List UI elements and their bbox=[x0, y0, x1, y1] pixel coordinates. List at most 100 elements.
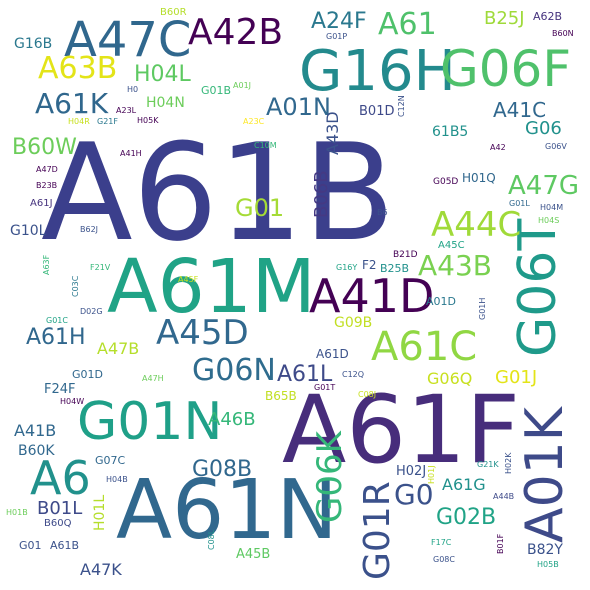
word-g06n: G06N bbox=[192, 353, 276, 388]
word-h04r: H04R bbox=[68, 117, 90, 126]
word-g06f: G06F bbox=[440, 40, 572, 98]
word-a47g: A47G bbox=[508, 171, 580, 201]
word-a41d: A41D bbox=[309, 269, 435, 323]
word-g16b: G16B bbox=[14, 36, 53, 52]
word-a01k: A01K bbox=[515, 407, 575, 543]
word-b62j: B62J bbox=[80, 225, 99, 234]
word-h05b: H05B bbox=[537, 560, 559, 569]
word-a42b: A42B bbox=[188, 12, 284, 53]
word-g09b: G09B bbox=[334, 315, 373, 331]
word-h02j: H02J bbox=[396, 464, 427, 479]
word-g01-small: G01 bbox=[19, 539, 42, 552]
word-b6: B6 bbox=[377, 208, 388, 217]
word-a61m: A61M bbox=[107, 244, 316, 330]
word-a44b: A44B bbox=[493, 492, 515, 501]
word-a61f: A61F bbox=[282, 376, 520, 485]
word-a41h: A41H bbox=[120, 149, 142, 158]
word-a61d: A61D bbox=[316, 347, 349, 361]
word-a47c: A47C bbox=[64, 12, 192, 68]
word-g16y: G16Y bbox=[336, 263, 358, 272]
word-a61g: A61G bbox=[442, 475, 486, 494]
word-g0: G0 bbox=[394, 478, 434, 511]
word-a46b: A46B bbox=[208, 409, 256, 430]
word-a61h: A61H bbox=[26, 325, 86, 350]
word-a24f: A24F bbox=[311, 9, 367, 34]
word-g01j: G01J bbox=[495, 367, 538, 388]
word-a61c: A61C bbox=[371, 324, 478, 370]
word-b23b: B23B bbox=[36, 181, 58, 190]
word-b21d: B21D bbox=[393, 250, 418, 260]
word-h04b: H04B bbox=[106, 475, 128, 484]
word-h0: H0 bbox=[127, 85, 139, 94]
word-a61k: A61K bbox=[35, 87, 109, 120]
word-a61b-small: A61B bbox=[50, 539, 80, 552]
word-f17c: F17C bbox=[431, 538, 452, 547]
word-c12q: C12Q bbox=[342, 370, 365, 379]
word-b25b: B25B bbox=[380, 262, 410, 275]
word-a61j: A61J bbox=[30, 198, 53, 209]
word-b01l: B01L bbox=[37, 498, 83, 519]
word-f24f: F24F bbox=[44, 382, 76, 397]
word-a47d: A47D bbox=[36, 165, 58, 174]
word-g06: G06 bbox=[525, 118, 562, 139]
word-g21k: G21K bbox=[477, 460, 499, 469]
word-h04m: H04M bbox=[540, 203, 564, 212]
word-a01d: A01D bbox=[426, 295, 456, 308]
word-g01b: G01B bbox=[201, 84, 232, 97]
word-h04w: H04W bbox=[60, 397, 85, 406]
word-g01t: G01T bbox=[314, 383, 336, 392]
word-a45f: A45F bbox=[178, 275, 199, 284]
word-a47k: A47K bbox=[80, 560, 122, 579]
word-h02k: H02K bbox=[504, 452, 513, 474]
word-a6: A6 bbox=[30, 451, 91, 505]
word-c08l: C08L bbox=[207, 529, 216, 550]
word-c03c: C03C bbox=[71, 275, 80, 297]
word-c12n: C12N bbox=[397, 95, 406, 117]
word-h01q: H01Q bbox=[462, 171, 496, 185]
word-a41c: A41C bbox=[493, 98, 547, 122]
word-h01j: H01J bbox=[427, 465, 436, 484]
word-g08b: G08B bbox=[192, 457, 253, 482]
word-b06b: B06B bbox=[311, 170, 332, 218]
word-b25j: B25J bbox=[484, 8, 525, 29]
word-g01n: G01N bbox=[77, 392, 223, 452]
word-g21f: G21F bbox=[97, 117, 118, 126]
word-g01d: G01D bbox=[72, 368, 103, 381]
word-a61b: A61B bbox=[41, 115, 396, 271]
word-b60k: B60K bbox=[18, 443, 55, 459]
word-d02g: D02G bbox=[80, 307, 103, 316]
word-g05d: G05D bbox=[433, 177, 459, 187]
word-a61: A61 bbox=[378, 7, 437, 42]
word-h01b: H01B bbox=[6, 508, 28, 517]
word-a23c: A23C bbox=[243, 117, 265, 126]
word-g01r: G01R bbox=[357, 481, 398, 580]
word-a01n: A01N bbox=[266, 93, 331, 121]
word-b60w: B60W bbox=[12, 135, 77, 160]
word-g06v: G06V bbox=[545, 142, 567, 151]
word-h04n: H04N bbox=[146, 95, 185, 111]
word-a44c: A44C bbox=[431, 205, 522, 245]
word-a47h: A47H bbox=[142, 374, 164, 383]
word-a41b: A41B bbox=[14, 421, 57, 440]
word-g06k: G06K bbox=[310, 431, 350, 523]
word-g16h: G16H bbox=[299, 39, 456, 104]
word-a47b: A47B bbox=[97, 339, 140, 358]
word-a42: A42 bbox=[490, 143, 506, 152]
word-a43b: A43B bbox=[418, 249, 492, 282]
word-h05k: H05K bbox=[137, 116, 159, 125]
word-g07c: G07C bbox=[95, 454, 126, 467]
word-g01c: G01C bbox=[46, 316, 68, 325]
word-g01: G01 bbox=[235, 194, 285, 222]
word-a45b: A45B bbox=[236, 547, 271, 562]
word-b01f: B01F bbox=[496, 533, 505, 554]
word-b65b: B65B bbox=[265, 389, 297, 403]
word-f2: F2 bbox=[362, 258, 377, 272]
word-61b5: 61B5 bbox=[432, 124, 469, 140]
word-a62b: A62B bbox=[533, 10, 563, 23]
word-a01j: A01J bbox=[233, 81, 252, 90]
word-a45c: A45C bbox=[438, 240, 465, 251]
word-b01d: B01D bbox=[359, 104, 395, 119]
word-h04l: H04L bbox=[134, 62, 191, 87]
word-c10m: C10M bbox=[254, 141, 277, 150]
